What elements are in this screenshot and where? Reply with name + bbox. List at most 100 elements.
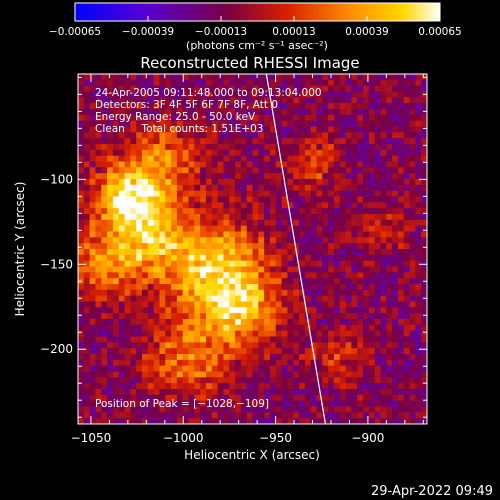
heatmap-pixel bbox=[363, 342, 370, 349]
heatmap-pixel bbox=[397, 173, 405, 180]
heatmap-pixel bbox=[299, 219, 306, 227]
heatmap-pixel bbox=[275, 418, 283, 424]
heatmap-pixel bbox=[409, 225, 416, 233]
heatmap-pixel bbox=[141, 231, 149, 238]
heatmap-pixel bbox=[339, 74, 347, 81]
heatmap-pixel bbox=[264, 155, 271, 163]
heatmap-pixel bbox=[351, 91, 358, 98]
heatmap-pixel bbox=[392, 278, 399, 285]
heatmap-pixel bbox=[118, 412, 126, 419]
heatmap-pixel bbox=[147, 103, 155, 110]
heatmap-pixel bbox=[200, 289, 207, 297]
heatmap-pixel bbox=[165, 377, 172, 384]
heatmap-pixel bbox=[240, 243, 248, 250]
heatmap-pixel bbox=[182, 254, 190, 262]
heatmap-pixel bbox=[392, 184, 399, 192]
heatmap-pixel bbox=[357, 126, 364, 133]
heatmap-pixel bbox=[252, 324, 259, 332]
heatmap-pixel bbox=[83, 79, 91, 87]
heatmap-pixel bbox=[316, 400, 323, 408]
heatmap-pixel bbox=[392, 97, 399, 104]
heatmap-pixel bbox=[130, 196, 137, 203]
heatmap-pixel bbox=[386, 324, 393, 332]
heatmap-pixel bbox=[130, 249, 137, 256]
heatmap-pixel bbox=[176, 371, 184, 378]
heatmap-pixel bbox=[421, 307, 427, 314]
heatmap-pixel bbox=[171, 330, 178, 338]
heatmap-pixel bbox=[386, 289, 393, 297]
heatmap-pixel bbox=[316, 278, 323, 285]
heatmap-pixel bbox=[165, 237, 172, 244]
heatmap-pixel bbox=[95, 295, 102, 303]
heatmap-pixel bbox=[240, 97, 248, 104]
heatmap-pixel bbox=[380, 179, 387, 186]
heatmap-pixel bbox=[403, 155, 411, 163]
heatmap-pixel bbox=[118, 394, 126, 402]
heatmap-pixel bbox=[328, 138, 335, 145]
heatmap-pixel bbox=[246, 400, 254, 408]
heatmap-pixel bbox=[194, 371, 201, 378]
heatmap-pixel bbox=[95, 272, 102, 279]
heatmap-pixel bbox=[345, 97, 352, 104]
heatmap-pixel bbox=[101, 243, 108, 250]
heatmap-pixel bbox=[275, 196, 283, 203]
heatmap-pixel bbox=[345, 272, 352, 279]
heatmap-pixel bbox=[101, 272, 108, 279]
heatmap-pixel bbox=[83, 138, 91, 145]
heatmap-pixel bbox=[246, 389, 254, 396]
heatmap-pixel bbox=[328, 394, 335, 402]
heatmap-pixel bbox=[246, 219, 254, 227]
heatmap-pixel bbox=[397, 219, 405, 227]
heatmap-pixel bbox=[229, 167, 236, 174]
heatmap-pixel bbox=[159, 394, 166, 402]
heatmap-pixel bbox=[363, 155, 370, 163]
heatmap-pixel bbox=[205, 161, 213, 168]
heatmap-pixel bbox=[258, 365, 265, 373]
heatmap-pixel bbox=[147, 149, 155, 157]
heatmap-pixel bbox=[310, 91, 318, 98]
heatmap-pixel bbox=[211, 190, 219, 198]
heatmap-pixel bbox=[130, 208, 137, 215]
heatmap-pixel bbox=[415, 284, 422, 291]
heatmap-pixel bbox=[293, 342, 300, 349]
heatmap-pixel bbox=[118, 126, 126, 133]
heatmap-pixel bbox=[386, 120, 393, 128]
heatmap-pixel bbox=[141, 132, 149, 139]
heatmap-pixel bbox=[147, 219, 155, 227]
heatmap-pixel bbox=[316, 342, 323, 349]
heatmap-pixel bbox=[159, 418, 166, 424]
heatmap-pixel bbox=[89, 120, 97, 128]
heatmap-pixel bbox=[159, 383, 166, 390]
heatmap-pixel bbox=[124, 324, 131, 332]
heatmap-pixel bbox=[258, 324, 265, 332]
heatmap-pixel bbox=[287, 365, 294, 373]
heatmap-pixel bbox=[124, 319, 131, 326]
heatmap-pixel bbox=[357, 173, 364, 180]
heatmap-pixel bbox=[246, 208, 254, 215]
heatmap-pixel bbox=[293, 126, 300, 133]
heatmap-pixel bbox=[240, 184, 248, 192]
heatmap-pixel bbox=[246, 126, 254, 133]
heatmap-pixel bbox=[415, 342, 422, 349]
heatmap-pixel bbox=[299, 365, 306, 373]
heatmap-pixel bbox=[171, 173, 178, 180]
heatmap-pixel bbox=[205, 237, 213, 244]
heatmap-pixel bbox=[374, 225, 382, 233]
heatmap-pixel bbox=[136, 412, 143, 419]
heatmap-pixel bbox=[240, 260, 248, 268]
heatmap-pixel bbox=[159, 289, 166, 297]
heatmap-pixel bbox=[240, 91, 248, 98]
heatmap-pixel bbox=[124, 301, 131, 308]
heatmap-pixel bbox=[316, 179, 323, 186]
heatmap-pixel bbox=[89, 284, 97, 291]
heatmap-pixel bbox=[171, 219, 178, 227]
heatmap-pixel bbox=[357, 354, 364, 361]
heatmap-pixel bbox=[194, 196, 201, 203]
heatmap-pixel bbox=[322, 278, 329, 285]
heatmap-pixel bbox=[252, 149, 259, 157]
heatmap-pixel bbox=[124, 231, 131, 238]
heatmap-pixel bbox=[78, 149, 85, 157]
heatmap-pixel bbox=[345, 365, 352, 373]
heatmap-pixel bbox=[101, 208, 108, 215]
heatmap-pixel bbox=[392, 324, 399, 332]
